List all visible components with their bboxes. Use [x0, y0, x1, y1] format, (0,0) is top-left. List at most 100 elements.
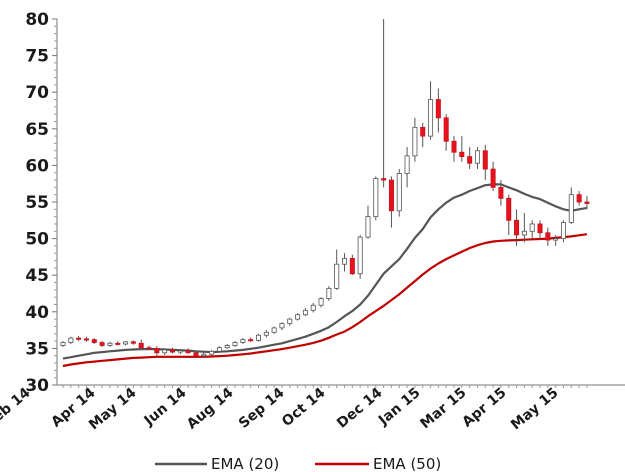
- y-tick-label: 40: [25, 303, 49, 323]
- x-tick-label: Aug 14: [184, 385, 237, 433]
- candle-body: [130, 341, 136, 344]
- candle-body: [560, 222, 566, 240]
- candle: [467, 147, 473, 170]
- candle: [107, 341, 113, 347]
- candle-body: [451, 140, 457, 153]
- candle-body: [68, 337, 74, 343]
- candle-body: [388, 179, 394, 212]
- candle: [435, 88, 441, 133]
- candle-body: [177, 350, 183, 353]
- candle: [248, 337, 254, 342]
- candle: [428, 81, 434, 140]
- candle: [482, 144, 488, 181]
- candle-body: [506, 197, 512, 221]
- candle-body: [342, 257, 348, 265]
- candle: [279, 322, 285, 331]
- candle: [240, 338, 246, 345]
- candle: [334, 249, 340, 290]
- candle-body: [224, 345, 230, 349]
- candle: [123, 341, 129, 346]
- candle-body: [404, 155, 410, 174]
- plot-area: [60, 19, 590, 368]
- candle-body: [232, 342, 238, 346]
- candle-body: [295, 314, 301, 320]
- candle-body: [216, 347, 222, 352]
- candle: [529, 220, 535, 239]
- candle-body: [318, 298, 324, 306]
- candle-body: [365, 216, 371, 238]
- candle-body: [209, 350, 215, 355]
- candle: [420, 122, 426, 148]
- candle-body: [201, 353, 207, 357]
- candle: [498, 180, 504, 206]
- candle-body: [521, 230, 527, 236]
- candle-body: [76, 337, 82, 340]
- candle: [490, 161, 496, 192]
- candle-body: [584, 201, 590, 204]
- candle: [162, 348, 168, 355]
- candle: [459, 136, 465, 162]
- candle: [349, 254, 355, 276]
- candle: [99, 341, 105, 347]
- candle: [365, 205, 371, 239]
- candle: [60, 341, 66, 347]
- legend-ema50-label: EMA (50): [373, 455, 441, 472]
- candle: [388, 176, 394, 228]
- candle: [568, 187, 574, 224]
- candle: [263, 330, 269, 338]
- candle-body: [271, 327, 277, 333]
- candle: [451, 136, 457, 162]
- candle-body: [529, 223, 535, 232]
- candle: [76, 335, 82, 342]
- candle-body: [490, 168, 496, 188]
- candle-body: [349, 257, 355, 275]
- candle-body: [545, 232, 551, 241]
- candle: [177, 349, 183, 355]
- candle-body: [123, 341, 129, 345]
- legend-ema20-label: EMA (20): [211, 455, 279, 472]
- candle: [381, 19, 387, 188]
- candle: [169, 347, 175, 354]
- y-tick-label: 50: [25, 230, 49, 250]
- candle: [404, 147, 410, 188]
- candle: [193, 350, 199, 358]
- candle-body: [169, 349, 175, 353]
- candle-body: [302, 309, 308, 316]
- candle: [115, 341, 121, 346]
- candle: [521, 212, 527, 243]
- candle-body: [91, 339, 97, 343]
- candle: [560, 220, 566, 243]
- candle-body: [99, 342, 105, 346]
- candle-body: [428, 99, 434, 137]
- candle: [83, 336, 89, 342]
- candle-body: [138, 342, 144, 349]
- candle-body: [334, 263, 340, 289]
- candle-body: [357, 236, 363, 275]
- y-tick-label: 30: [25, 376, 49, 396]
- candle: [138, 339, 144, 349]
- ema50-line: [62, 233, 588, 368]
- candle-body: [553, 238, 559, 241]
- candle: [584, 196, 590, 210]
- y-tick-label: 60: [25, 156, 49, 176]
- candle-body: [60, 342, 66, 346]
- candle-body: [412, 126, 418, 157]
- candle-body: [459, 151, 465, 158]
- candle-body: [467, 156, 473, 164]
- x-tick-label: Jun 14: [141, 385, 190, 430]
- y-tick-label: 55: [25, 193, 49, 213]
- x-tick-label: Dec 14: [334, 385, 386, 432]
- candle: [91, 338, 97, 345]
- candle-body: [498, 186, 504, 199]
- x-tick-label: Sep 14: [236, 385, 288, 432]
- y-tick-label: 65: [25, 120, 49, 140]
- candle: [310, 303, 316, 313]
- x-tick-label: Feb 14: [0, 385, 34, 431]
- candle: [185, 348, 191, 354]
- candle: [506, 194, 512, 235]
- candle-body: [107, 342, 113, 346]
- candle: [302, 308, 308, 317]
- candle-body: [443, 117, 449, 142]
- candle-body: [474, 150, 480, 164]
